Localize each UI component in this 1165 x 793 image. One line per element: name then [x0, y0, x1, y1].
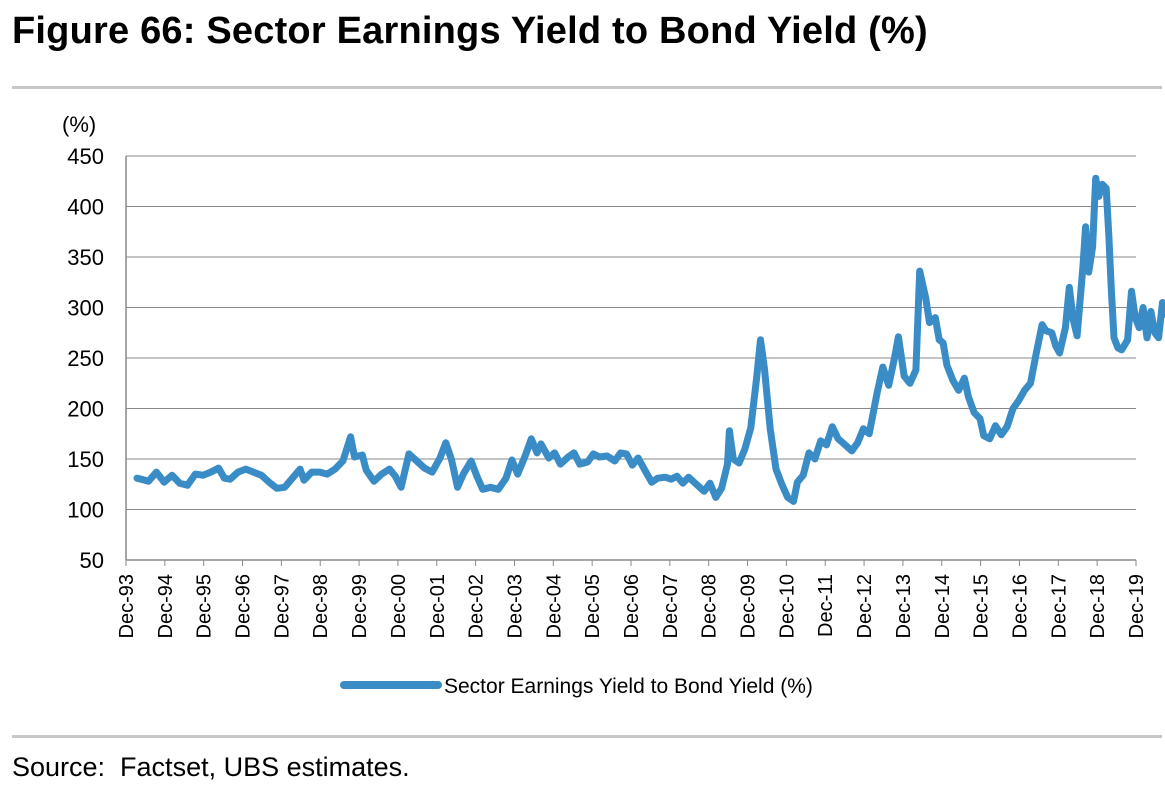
x-tick-label: Dec-96: [233, 574, 255, 638]
bottom-divider: [12, 735, 1162, 738]
x-tick-label: Dec-12: [854, 574, 876, 638]
series-line-0: [133, 174, 1165, 505]
legend-label: Sector Earnings Yield to Bond Yield (%): [444, 675, 813, 698]
y-tick-label: 250: [67, 346, 104, 371]
legend: Sector Earnings Yield to Bond Yield (%): [340, 675, 813, 698]
x-tick-label: Dec-04: [543, 574, 565, 638]
x-tick-label: Dec-01: [427, 574, 449, 638]
x-tick-label: Dec-98: [310, 574, 332, 638]
x-tick-label: Dec-93: [116, 574, 138, 638]
y-tick-label: 350: [67, 245, 104, 270]
x-tick-label: Dec-18: [1087, 574, 1109, 638]
x-tick-label: Dec-17: [1048, 574, 1070, 638]
x-tick-label: Dec-99: [349, 574, 371, 638]
source-note: Source: Factset, UBS estimates.: [12, 752, 410, 782]
y-tick-label: 200: [67, 397, 104, 422]
x-tick-label: Dec-95: [194, 574, 216, 638]
series-lines: [133, 174, 1165, 505]
x-tick-label: Dec-15: [971, 574, 993, 638]
x-tick-label: Dec-94: [155, 574, 177, 638]
top-divider: [12, 86, 1162, 89]
x-tick-label: Dec-07: [660, 574, 682, 638]
y-tick-label: 50: [80, 548, 104, 573]
y-axis-label: (%): [62, 112, 96, 137]
x-tick-label: Dec-09: [738, 574, 760, 638]
x-tick-label: Dec-10: [776, 574, 798, 638]
y-tick-label: 300: [67, 296, 104, 321]
x-tick-labels: Dec-93 Dec-94 Dec-95 Dec-96 Dec-97 Dec-98 Dec-…: [116, 560, 1148, 638]
x-tick-label: Dec-06: [621, 574, 643, 638]
x-tick-label: Dec-00: [388, 574, 410, 638]
x-tick-label: Dec-08: [699, 574, 721, 638]
x-tick-label: Dec-97: [271, 574, 293, 638]
figure-title: Figure 66: Sector Earnings Yield to Bond…: [12, 10, 928, 52]
y-tick-labels: 450 400 350 300 250 200 150 100 50: [67, 144, 104, 573]
y-tick-label: 450: [67, 144, 104, 169]
x-tick-label: Dec-13: [893, 574, 915, 638]
x-tick-label: Dec-19: [1126, 574, 1148, 638]
y-tick-label: 400: [67, 195, 104, 220]
x-tick-label: Dec-11: [815, 574, 837, 637]
x-tick-label: Dec-02: [466, 574, 488, 638]
x-tick-label: Dec-16: [1009, 574, 1031, 638]
x-tick-label: Dec-03: [504, 574, 526, 638]
x-tick-label: Dec-14: [932, 574, 954, 638]
y-tick-label: 150: [67, 447, 104, 472]
x-tick-label: Dec-05: [582, 574, 604, 638]
y-tick-label: 100: [67, 498, 104, 523]
